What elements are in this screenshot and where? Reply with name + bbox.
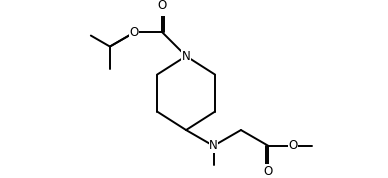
Text: O: O — [288, 139, 298, 152]
Text: O: O — [264, 165, 273, 178]
Text: O: O — [158, 0, 167, 12]
Text: N: N — [209, 139, 218, 152]
Text: O: O — [130, 26, 139, 39]
Text: N: N — [182, 50, 191, 63]
